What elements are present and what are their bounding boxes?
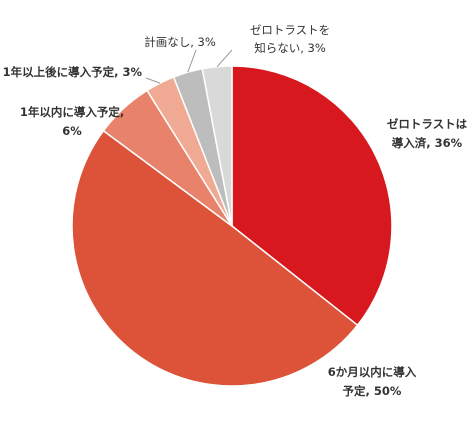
slice-label: 6か月以内に導入予定, 50% bbox=[328, 365, 417, 398]
label-line: ゼロトラストは bbox=[387, 117, 468, 131]
pie-slice bbox=[201, 65, 233, 227]
pie-slice bbox=[71, 129, 359, 387]
slice-label: 1年以内に導入予定, 6% bbox=[20, 105, 124, 138]
label-line: 導入済, 36% bbox=[392, 136, 463, 150]
slice-label: ゼロトラストは導入済, 36% bbox=[387, 117, 468, 150]
label-line: 6% bbox=[62, 124, 82, 138]
slice-label: ゼロトラストを知らない, 3% bbox=[250, 23, 330, 55]
label-line: 6か月以内に導入 bbox=[328, 365, 417, 379]
slice-label: 1年以上後に導入予定, 3% bbox=[3, 65, 143, 79]
label-line: ゼロトラストを bbox=[250, 23, 330, 37]
label-line: 1年以内に導入予定, bbox=[20, 105, 124, 119]
label-line: 予定, 50% bbox=[343, 384, 402, 398]
label-line: 知らない, 3% bbox=[254, 41, 326, 55]
leader-line bbox=[216, 49, 233, 68]
leader-line bbox=[187, 49, 197, 73]
label-line: 1年以上後に導入予定, 3% bbox=[3, 65, 143, 79]
slice-label: 計画なし, 3% bbox=[144, 35, 216, 49]
label-line: 計画なし, 3% bbox=[144, 35, 216, 49]
pie-slice bbox=[231, 65, 393, 327]
leader-line bbox=[145, 77, 161, 84]
